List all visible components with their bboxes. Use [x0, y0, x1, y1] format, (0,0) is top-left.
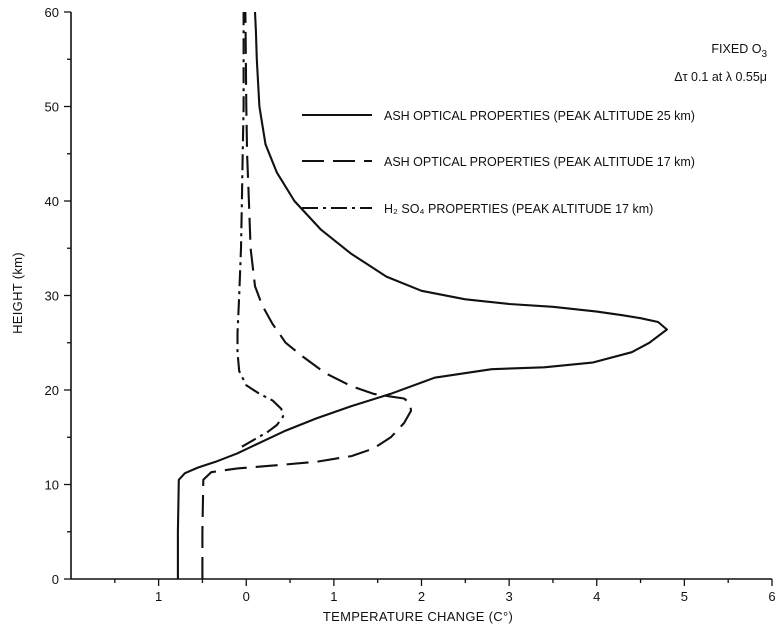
y-axis-title: HEIGHT (km): [10, 252, 25, 334]
legend-label: ASH OPTICAL PROPERTIES (PEAK ALTITUDE 17…: [384, 155, 695, 169]
legend-label: ASH OPTICAL PROPERTIES (PEAK ALTITUDE 25…: [384, 109, 695, 123]
series-line-solid: [176, 11, 668, 579]
x-tick-label: 1: [330, 589, 337, 604]
x-tick-label: 0: [243, 589, 250, 604]
legend: ASH OPTICAL PROPERTIES (PEAK ALTITUDE 25…: [302, 109, 695, 216]
annotation-o3-subscript: 3: [761, 49, 767, 60]
x-tick-label: 4: [593, 589, 600, 604]
plot-area: [70, 12, 772, 580]
x-tick-label: 2: [418, 589, 425, 604]
annotation-fixed-o3-text: FIXED O: [711, 42, 761, 56]
x-axis-title: TEMPERATURE CHANGE (C°): [323, 609, 513, 624]
x-tick-label: 1: [155, 589, 162, 604]
annotation-optical-depth: Δτ 0.1 at λ 0.55μ: [674, 70, 767, 84]
x-tick-label: 5: [681, 589, 688, 604]
legend-label: H₂ SO₄ PROPERTIES (PEAK ALTITUDE 17 km): [384, 202, 653, 216]
y-tick-label: 0: [52, 572, 59, 587]
x-tick-label: 6: [768, 589, 775, 604]
series-line-dashdot: [236, 12, 285, 448]
series-layer: [176, 11, 668, 579]
x-tick-label: 3: [506, 589, 513, 604]
annotation-fixed-o3: FIXED O3: [711, 42, 767, 60]
y-tick-label: 50: [45, 100, 59, 115]
y-tick-label: 10: [45, 478, 59, 493]
y-tick-label: 60: [45, 5, 59, 20]
x-axis-ticks: 1 0 1 2 3 4 5 6: [114, 579, 776, 604]
y-tick-label: 20: [45, 383, 59, 398]
y-tick-label: 30: [45, 289, 59, 304]
series-line-dashed: [201, 11, 413, 579]
y-axis-ticks: 0 10 20 30 40 50 60: [45, 5, 71, 587]
y-tick-label: 40: [45, 194, 59, 209]
